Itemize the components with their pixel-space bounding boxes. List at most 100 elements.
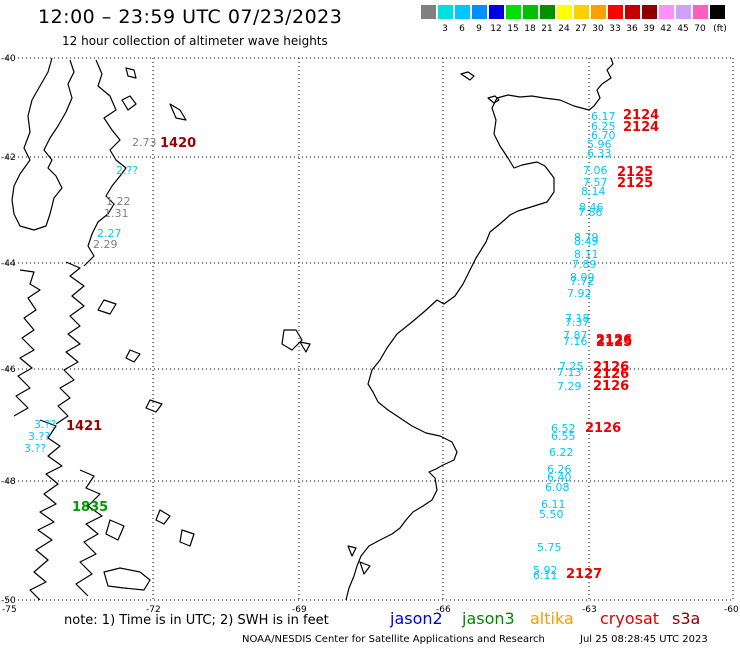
wave-height-value: 6.70 bbox=[591, 129, 616, 142]
lat-label: -42 bbox=[1, 153, 16, 163]
scale-swatch bbox=[540, 5, 555, 19]
scale-label: 6 bbox=[459, 24, 465, 34]
wave-height-value: 6.55 bbox=[551, 430, 576, 443]
wave-height-value: 6.40 bbox=[547, 471, 572, 484]
scale-swatch bbox=[710, 5, 725, 19]
wave-height-value: 8.46 bbox=[579, 201, 604, 214]
wave-height-value: 7.72 bbox=[570, 275, 595, 288]
wave-height-value: 8.11 bbox=[574, 248, 599, 261]
track-time-label: 2126 bbox=[596, 333, 632, 348]
scale-label: 36 bbox=[626, 24, 638, 34]
scale-swatch bbox=[574, 5, 589, 19]
scale-label: 3 bbox=[442, 24, 448, 34]
scale-swatch bbox=[625, 5, 640, 19]
wave-height-value: 7.16 bbox=[563, 335, 588, 348]
scale-swatch bbox=[489, 5, 504, 19]
legend-item-s3a: s3a bbox=[672, 609, 701, 628]
wave-height-value: 6.11 bbox=[533, 569, 558, 582]
scale-label: 21 bbox=[541, 24, 553, 34]
wave-height-observations: 2.732.??1.221.312.272.293.??3.??3.??6.17… bbox=[24, 110, 616, 582]
coastline bbox=[11, 57, 614, 601]
scale-swatch bbox=[455, 5, 470, 19]
track-time-label: 2126 bbox=[593, 360, 629, 375]
scale-swatch bbox=[591, 5, 606, 19]
wave-height-value: 3.?? bbox=[24, 442, 46, 455]
wave-height-value: 5.50 bbox=[539, 508, 564, 521]
scale-swatch bbox=[642, 5, 657, 19]
legend-item-jason2: jason2 bbox=[390, 609, 443, 628]
lon-label: -66 bbox=[436, 605, 451, 615]
scale-label: 33 bbox=[609, 24, 621, 34]
wave-height-value: 7.86 bbox=[578, 206, 603, 219]
wave-height-value: 7.87 bbox=[563, 329, 588, 342]
lon-axis-labels: -75 -72 -69 -66 -63 -60 bbox=[2, 605, 739, 615]
generated-timestamp: Jul 25 08:28:45 UTC 2023 bbox=[580, 634, 708, 645]
lat-label: -48 bbox=[1, 477, 16, 487]
lat-label: -44 bbox=[1, 259, 16, 269]
lat-axis-labels: -40 -42 -44 -46 -48 -50 bbox=[1, 54, 16, 606]
wave-height-value: 3.?? bbox=[28, 430, 50, 443]
wave-height-value: 7.57 bbox=[583, 176, 608, 189]
graticule bbox=[6, 57, 734, 601]
scale-swatch bbox=[557, 5, 572, 19]
scale-swatch bbox=[523, 5, 538, 19]
scale-swatch bbox=[676, 5, 691, 19]
wave-height-value: 2.73 bbox=[132, 136, 157, 149]
credit-line: NOAA/NESDIS Center for Satellite Applica… bbox=[242, 634, 545, 645]
lon-label: -75 bbox=[2, 605, 17, 615]
wave-height-value: 5.96 bbox=[587, 138, 612, 151]
scale-swatch bbox=[659, 5, 674, 19]
scale-unit: (ft) bbox=[713, 24, 727, 34]
wave-height-value: 1.31 bbox=[104, 207, 129, 220]
legend-item-cryosat: cryosat bbox=[600, 609, 660, 628]
wave-height-value: 6.11 bbox=[541, 498, 566, 511]
track-time-label: 2124 bbox=[623, 108, 659, 123]
scale-label: 27 bbox=[575, 24, 587, 34]
legend-item-jason3: jason3 bbox=[462, 609, 515, 628]
wave-height-value: 2.29 bbox=[93, 238, 118, 251]
track-time-label: 2126 bbox=[593, 379, 629, 394]
track-time-label: 2125 bbox=[617, 176, 653, 191]
wave-height-value: 6.22 bbox=[549, 446, 574, 459]
wave-height-value: 7.37 bbox=[565, 316, 590, 329]
track-time-label: 1420 bbox=[160, 136, 196, 151]
lon-label: -60 bbox=[724, 605, 739, 615]
track-time-label: 2124 bbox=[623, 120, 659, 135]
wave-height-value: 7.92 bbox=[567, 287, 592, 300]
scale-swatch bbox=[472, 5, 487, 19]
wave-height-value: 7.89 bbox=[572, 258, 597, 271]
scale-label: 39 bbox=[643, 24, 655, 34]
track-time-label: 1421 bbox=[66, 419, 102, 434]
track-time-label: 2125 bbox=[596, 335, 632, 350]
wave-height-value: 8.79 bbox=[574, 231, 599, 244]
wave-height-value: 8.49 bbox=[574, 235, 599, 248]
track-time-label: 2126 bbox=[585, 421, 621, 436]
scale-label: 30 bbox=[592, 24, 604, 34]
scale-label: 12 bbox=[490, 24, 502, 34]
wave-height-value: 8.09 bbox=[570, 271, 595, 284]
wave-height-value: 8.14 bbox=[581, 185, 606, 198]
scale-label: 15 bbox=[507, 24, 519, 34]
scale-swatch bbox=[608, 5, 623, 19]
wave-height-value: 6.08 bbox=[545, 481, 570, 494]
wave-height-value: 6.25 bbox=[591, 120, 616, 133]
wave-height-value: 7.29 bbox=[557, 380, 582, 393]
wave-height-value: 2.27 bbox=[97, 227, 122, 240]
lat-label: -50 bbox=[1, 596, 16, 606]
scale-label: 70 bbox=[694, 24, 706, 34]
scale-label: 24 bbox=[558, 24, 570, 34]
scale-label: 18 bbox=[524, 24, 536, 34]
wave-height-value: 3.?? bbox=[34, 418, 56, 431]
wave-height-value: 7.06 bbox=[583, 164, 608, 177]
track-time-label: 1835 bbox=[72, 500, 108, 515]
track-time-labels: 1420142118352124212421252125212621252126… bbox=[66, 108, 659, 582]
wave-height-value: 6.26 bbox=[547, 463, 572, 476]
lon-label: -69 bbox=[292, 605, 307, 615]
scale-swatch bbox=[421, 5, 436, 19]
lon-label: -63 bbox=[582, 605, 597, 615]
wave-height-value: 6.33 bbox=[587, 147, 612, 160]
scale-swatch bbox=[438, 5, 453, 19]
lat-label: -40 bbox=[1, 54, 16, 64]
wave-height-value: 7.18 bbox=[565, 312, 590, 325]
scale-swatch bbox=[506, 5, 521, 19]
